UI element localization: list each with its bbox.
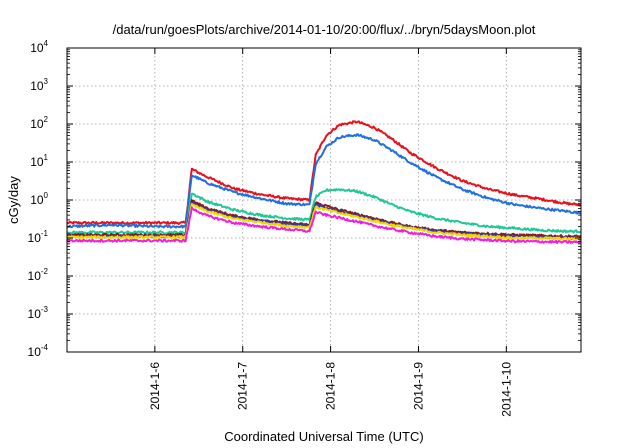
y-axis-title: cGy/day bbox=[6, 176, 21, 224]
x-tick-label: 2014-1-10 bbox=[499, 362, 513, 417]
chart-title: /data/run/goesPlots/archive/2014-01-10/2… bbox=[113, 22, 536, 37]
y-tick-label: 10-1 bbox=[28, 229, 49, 245]
axis-ticks bbox=[67, 47, 581, 353]
y-tick-label: 104 bbox=[30, 39, 48, 55]
series-line-2 bbox=[66, 188, 582, 235]
x-tick-label: 2014-1-6 bbox=[148, 362, 162, 410]
x-axis-title: Coordinated Universal Time (UTC) bbox=[224, 429, 423, 444]
y-tick-label: 103 bbox=[30, 77, 48, 93]
series-line-5 bbox=[66, 203, 582, 241]
y-tick-label: 101 bbox=[30, 153, 48, 169]
series-line-1 bbox=[66, 133, 582, 229]
x-tick-label: 2014-1-9 bbox=[411, 362, 425, 410]
series-line-6 bbox=[66, 206, 582, 244]
y-tick-label: 10-4 bbox=[28, 343, 49, 359]
y-tick-labels: 10-4 10-3 10-2 10-1 100 101 102 103 104 bbox=[28, 39, 49, 359]
x-tick-label: 2014-1-7 bbox=[236, 362, 250, 410]
y-tick-label: 102 bbox=[30, 115, 48, 131]
y-tick-label: 10-2 bbox=[28, 267, 49, 283]
grid-lines bbox=[67, 48, 581, 352]
x-tick-labels: 2014-1-6 2014-1-7 2014-1-8 2014-1-9 2014-1-1… bbox=[148, 362, 513, 417]
y-tick-label: 10-3 bbox=[28, 305, 49, 321]
x-tick-label: 2014-1-8 bbox=[324, 362, 338, 410]
y-tick-label: 100 bbox=[30, 191, 48, 207]
series-line-0 bbox=[66, 120, 582, 225]
series-group bbox=[66, 120, 582, 244]
